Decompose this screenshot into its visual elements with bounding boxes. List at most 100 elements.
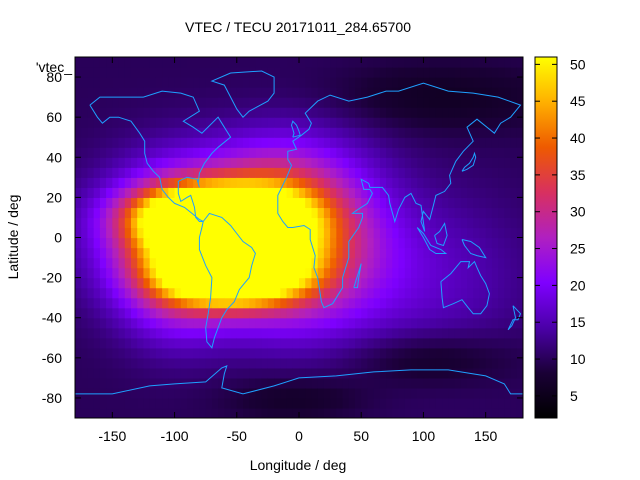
heatmap-cell: [199, 307, 207, 319]
heatmap-cell: [286, 67, 294, 78]
heatmap-cell: [448, 77, 456, 88]
heatmap-cell: [199, 397, 207, 409]
heatmap-cell: [305, 97, 313, 108]
heatmap-cell: [211, 307, 219, 319]
heatmap-cell: [404, 147, 412, 158]
heatmap-cell: [149, 397, 157, 409]
heatmap-cell: [429, 227, 437, 239]
heatmap-cell: [143, 267, 151, 279]
heatmap-cell: [168, 257, 176, 269]
heatmap-cell: [460, 167, 468, 178]
heatmap-cell: [81, 117, 89, 128]
heatmap-cell: [218, 67, 225, 78]
heatmap-cell: [255, 357, 263, 369]
heatmap-cell: [280, 337, 288, 349]
heatmap-cell: [87, 287, 95, 299]
heatmap-cell: [236, 197, 244, 209]
heatmap-cell: [230, 117, 238, 128]
heatmap-cell: [106, 107, 113, 118]
heatmap-cell: [112, 107, 120, 118]
heatmap-cell: [174, 347, 182, 359]
heatmap-cell: [361, 77, 369, 88]
heatmap-cell: [143, 337, 151, 349]
heatmap-cell: [305, 77, 313, 88]
heatmap-cell: [199, 97, 207, 108]
heatmap-cell: [473, 97, 481, 108]
heatmap-cell: [423, 337, 431, 349]
heatmap-cell: [348, 207, 356, 219]
heatmap-cell: [330, 307, 337, 319]
heatmap-cell: [218, 187, 225, 198]
heatmap-cell: [373, 57, 381, 68]
heatmap-cell: [485, 317, 493, 329]
heatmap-cell: [417, 157, 425, 168]
heatmap-cell: [442, 367, 449, 379]
heatmap-cell: [193, 407, 201, 418]
heatmap-cell: [168, 227, 176, 239]
heatmap-cell: [342, 407, 350, 418]
heatmap-cell: [423, 97, 431, 108]
heatmap-cell: [323, 127, 331, 138]
heatmap-cell: [75, 287, 82, 299]
heatmap-cell: [379, 137, 387, 148]
heatmap-cell: [479, 57, 487, 68]
heatmap-cell: [118, 347, 126, 359]
heatmap-cell: [168, 237, 176, 249]
heatmap-cell: [392, 197, 400, 209]
heatmap-cell: [218, 87, 225, 98]
heatmap-cell: [75, 367, 82, 379]
heatmap-cell: [323, 217, 331, 229]
heatmap-cell: [398, 157, 406, 168]
heatmap-cell: [435, 367, 443, 379]
heatmap-cell: [442, 297, 449, 309]
heatmap-cell: [81, 397, 89, 409]
heatmap-cell: [317, 307, 325, 319]
heatmap-cell: [417, 267, 425, 279]
heatmap-cell: [174, 297, 182, 309]
coastline-madagascar: [353, 263, 362, 289]
heatmap-cell: [404, 387, 412, 399]
heatmap-cell: [137, 287, 145, 299]
heatmap-cell: [417, 107, 425, 118]
heatmap-cell: [386, 167, 393, 178]
heatmap-cell: [174, 387, 182, 399]
heatmap-cell: [99, 387, 107, 399]
heatmap-cell: [361, 307, 369, 319]
heatmap-cell: [230, 77, 238, 88]
heatmap-cell: [498, 307, 505, 319]
heatmap-cell: [162, 367, 169, 379]
heatmap-cell: [467, 147, 474, 158]
heatmap-cell: [280, 317, 288, 329]
heatmap-cell: [454, 337, 462, 349]
heatmap-cell: [473, 267, 481, 279]
heatmap-cell: [280, 97, 288, 108]
heatmap-cell: [355, 137, 362, 148]
heatmap-cell: [99, 97, 107, 108]
heatmap-cell: [137, 377, 145, 389]
heatmap-cell: [286, 407, 294, 418]
heatmap-cell: [274, 237, 281, 249]
heatmap-cell: [373, 187, 381, 198]
heatmap-cell: [205, 327, 213, 339]
heatmap-cell: [386, 297, 393, 309]
heatmap-cell: [367, 177, 375, 188]
heatmap-cell: [411, 247, 418, 259]
heatmap-cell: [373, 87, 381, 98]
heatmap-cell: [143, 347, 151, 359]
heatmap-cell: [230, 97, 238, 108]
heatmap-cell: [261, 227, 269, 239]
heatmap-cell: [323, 147, 331, 158]
heatmap-cell: [435, 297, 443, 309]
heatmap-cell: [504, 357, 512, 369]
heatmap-cell: [485, 177, 493, 188]
heatmap-cell: [361, 177, 369, 188]
heatmap-cell: [174, 127, 182, 138]
heatmap-cell: [330, 287, 337, 299]
heatmap-cell: [149, 287, 157, 299]
heatmap-cell: [336, 187, 344, 198]
heatmap-cell: [93, 57, 101, 68]
heatmap-cell: [75, 177, 82, 188]
heatmap-cell: [224, 237, 232, 249]
heatmap-cell: [199, 77, 207, 88]
heatmap-cell: [124, 317, 132, 329]
